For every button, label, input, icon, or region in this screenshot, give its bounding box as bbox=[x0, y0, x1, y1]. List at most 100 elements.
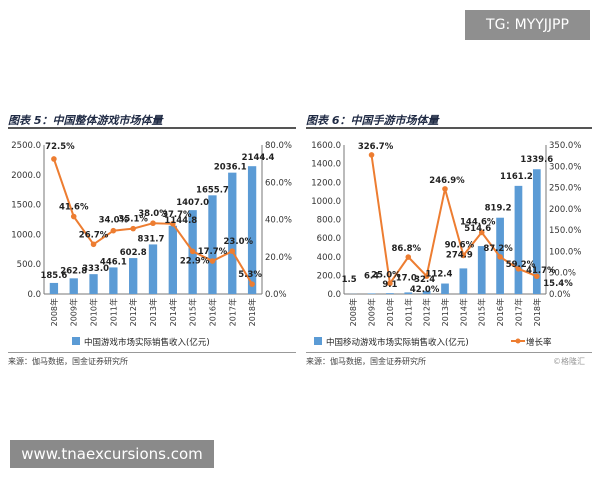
left-tick-label: 1200.0 bbox=[311, 178, 341, 188]
right-tick-label: 20.0% bbox=[265, 253, 292, 263]
growth-value-label: 25.0% bbox=[371, 270, 401, 280]
bar-value-label: 262.8 bbox=[60, 266, 87, 276]
bar-value-label: 514.6 bbox=[464, 224, 491, 234]
chart-5-overall-game-market: 0.0 500.0 1000.0 1500.0 2000.0 2500.0 0.0% 20.0… bbox=[11, 141, 292, 348]
x-tick-label: 2018年 bbox=[247, 298, 257, 326]
bottom-watermark: www.tnaexcursions.com bbox=[10, 440, 214, 468]
right-tick-label: 100.0% bbox=[549, 247, 581, 257]
chart-5-title-rule bbox=[8, 127, 296, 129]
x-tick-label: 2011年 bbox=[403, 298, 413, 326]
growth-point bbox=[478, 229, 485, 236]
growth-value-label: 23.0% bbox=[224, 237, 254, 247]
right-tick-label: 0.0% bbox=[549, 290, 571, 300]
growth-point bbox=[51, 156, 57, 162]
bar bbox=[148, 244, 158, 294]
growth-value-label: 41.7% bbox=[526, 266, 556, 276]
left-tick-label: 1000.0 bbox=[311, 197, 341, 207]
growth-point bbox=[405, 254, 412, 260]
x-tick-label: 2011年 bbox=[108, 298, 118, 326]
chart-5-title: 图表 5：中国整体游戏市场体量 bbox=[8, 114, 163, 127]
bar bbox=[89, 274, 98, 294]
growth-value-label: 5.3% bbox=[238, 270, 262, 280]
bar-value-label: 819.2 bbox=[485, 204, 512, 214]
x-tick-label: 2018年 bbox=[532, 298, 542, 326]
x-tick-label: 2014年 bbox=[168, 298, 178, 326]
bar-value-label: 6.4 bbox=[364, 271, 379, 281]
growth-value-label: 22.9% bbox=[180, 256, 210, 266]
right-tick-label: 60.0% bbox=[265, 178, 292, 188]
x-tick-label: 2016年 bbox=[495, 298, 505, 326]
growth-value-label-extra: 15.4% bbox=[543, 279, 573, 289]
gelonghui-badge: ©格隆汇 bbox=[553, 357, 585, 366]
growth-value-label: 37.7% bbox=[162, 210, 192, 220]
bar bbox=[386, 293, 394, 294]
left-tick-label: 800.0 bbox=[317, 216, 341, 226]
right-tick-label: 150.0% bbox=[549, 226, 581, 236]
x-tick-label: 2017年 bbox=[227, 298, 237, 326]
growth-value-label: 26.7% bbox=[79, 230, 109, 240]
left-tick-label: 0.0 bbox=[327, 290, 341, 300]
bar bbox=[69, 278, 78, 294]
growth-point bbox=[209, 258, 216, 264]
bar bbox=[404, 292, 413, 294]
bar-value-label: 32.4 bbox=[414, 275, 435, 285]
chart-6-mobile-game-market: 0.0 200.0 400.0 600.0 800.0 1000.0 1200.0 1400.… bbox=[311, 141, 581, 348]
growth-point bbox=[249, 281, 255, 287]
growth-point bbox=[170, 220, 176, 227]
left-tick-label: 2000.0 bbox=[11, 171, 41, 181]
growth-point bbox=[515, 265, 522, 272]
chart-6-title: 图表 6：中国手游市场体量 bbox=[306, 114, 439, 127]
bar-value-label: 1339.6 bbox=[520, 155, 553, 165]
bar-value-label: 2144.4 bbox=[242, 153, 275, 163]
x-tick-label: 2008年 bbox=[49, 298, 59, 326]
x-tick-label: 2009年 bbox=[367, 298, 377, 326]
legend-label: 增长率 bbox=[526, 337, 552, 348]
right-tick-label: 0.0% bbox=[265, 290, 287, 300]
bar-value-label: 1161.2 bbox=[500, 172, 533, 182]
left-tick-label: 1400.0 bbox=[311, 160, 341, 170]
growth-point bbox=[387, 280, 393, 287]
x-tick-label: 2008年 bbox=[348, 298, 358, 326]
bar bbox=[247, 166, 257, 294]
x-tick-label: 2016年 bbox=[207, 298, 217, 326]
bar-value-label: 602.8 bbox=[120, 248, 147, 258]
chart-6-source-rule bbox=[306, 352, 592, 353]
x-tick-label: 2010年 bbox=[89, 298, 99, 326]
bar-value-label: 112.4 bbox=[426, 270, 453, 280]
x-tick-label: 2013年 bbox=[148, 298, 158, 326]
x-tick-label: 2010年 bbox=[385, 298, 395, 326]
growth-point bbox=[130, 225, 136, 232]
growth-point bbox=[423, 273, 430, 279]
left-tick-label: 200.0 bbox=[317, 271, 341, 281]
x-tick-label: 2013年 bbox=[440, 298, 450, 326]
growth-value-label: 144.6% bbox=[460, 217, 496, 227]
bar-value-label: 446.1 bbox=[100, 257, 127, 267]
right-tick-label: 250.0% bbox=[549, 184, 581, 194]
bar bbox=[532, 169, 541, 294]
bar bbox=[168, 225, 177, 294]
bar-value-label: 333.0 bbox=[82, 264, 109, 274]
bar-value-label: 9.1 bbox=[382, 280, 397, 290]
growth-point bbox=[229, 248, 236, 254]
growth-point bbox=[497, 254, 503, 260]
chart-5-source-rule bbox=[8, 352, 296, 353]
growth-value-label: 34.0% bbox=[99, 216, 129, 226]
growth-point bbox=[534, 273, 540, 280]
right-tick-label: 50.0% bbox=[549, 269, 576, 279]
bar bbox=[228, 172, 237, 294]
bar bbox=[129, 258, 138, 294]
top-watermark: TG: MYYJJPP bbox=[465, 10, 590, 40]
x-tick-label: 2015年 bbox=[188, 298, 198, 326]
bar-value-label: 1655.7 bbox=[196, 185, 229, 195]
bar-value-label: 274.9 bbox=[446, 250, 473, 260]
growth-value-label: 326.7% bbox=[358, 142, 394, 152]
bar-value-label: 17.0 bbox=[396, 273, 417, 283]
left-tick-label: 500.0 bbox=[17, 260, 41, 270]
right-tick-label: 300.0% bbox=[549, 162, 581, 172]
growth-point bbox=[90, 241, 97, 248]
right-tick-label: 350.0% bbox=[549, 141, 581, 151]
bar bbox=[514, 185, 523, 294]
growth-value-label: 72.5% bbox=[45, 142, 75, 152]
right-tick-label: 80.0% bbox=[265, 141, 292, 151]
growth-value-label: 59.2% bbox=[506, 260, 536, 270]
